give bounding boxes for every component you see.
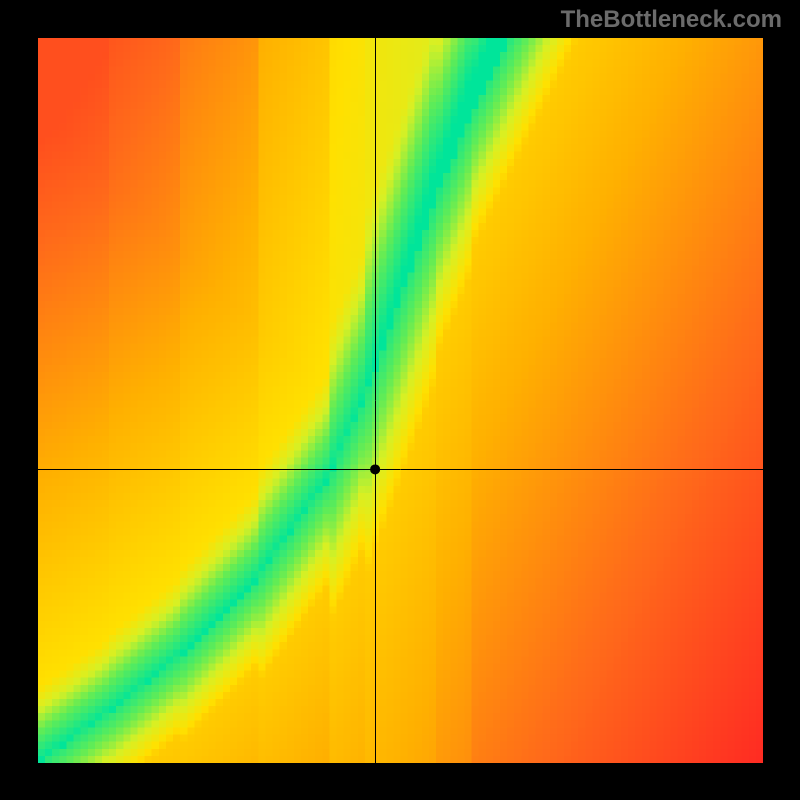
crosshair-overlay bbox=[38, 38, 763, 763]
watermark-text: TheBottleneck.com bbox=[561, 6, 782, 34]
chart-container: { "type": "heatmap", "watermark": { "tex… bbox=[0, 0, 800, 800]
